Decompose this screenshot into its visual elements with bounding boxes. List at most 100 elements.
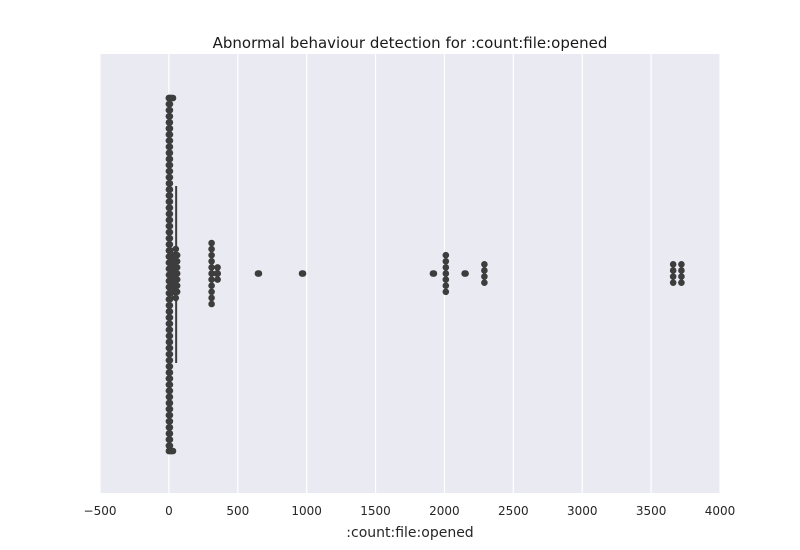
data-point xyxy=(166,137,174,144)
data-points xyxy=(165,94,685,455)
data-point xyxy=(208,258,215,265)
data-point xyxy=(166,186,174,193)
data-point xyxy=(678,261,685,268)
data-point xyxy=(166,100,174,108)
data-point xyxy=(678,273,685,280)
x-tick-label: 500 xyxy=(226,504,249,518)
data-point xyxy=(166,167,174,175)
x-axis-label: :count:file:opened xyxy=(346,525,473,541)
data-point xyxy=(166,192,174,199)
data-point xyxy=(166,430,174,437)
data-point xyxy=(166,399,174,407)
data-point xyxy=(166,405,174,413)
data-point xyxy=(166,235,174,242)
data-point xyxy=(208,294,215,302)
data-point xyxy=(208,282,215,290)
data-point xyxy=(166,320,174,328)
data-point xyxy=(214,270,221,277)
data-point xyxy=(442,276,450,283)
data-point xyxy=(442,288,450,296)
data-point xyxy=(678,279,685,286)
chart-title: Abnormal behaviour detection for :count:… xyxy=(213,34,608,52)
data-point xyxy=(166,326,174,334)
data-point xyxy=(166,332,174,340)
data-point xyxy=(166,411,174,419)
box-plot xyxy=(168,186,178,363)
x-tick-label: 3000 xyxy=(567,504,598,518)
data-point xyxy=(299,270,307,277)
data-point xyxy=(166,143,174,151)
data-point xyxy=(166,424,174,431)
data-point xyxy=(166,314,174,321)
data-point xyxy=(166,393,174,401)
data-point xyxy=(481,273,488,280)
data-point xyxy=(166,216,174,224)
data-point xyxy=(166,125,174,132)
data-point xyxy=(169,447,177,455)
plot-background xyxy=(100,54,720,493)
data-point xyxy=(442,282,450,290)
data-point xyxy=(166,161,174,169)
data-point xyxy=(166,180,174,187)
data-point xyxy=(208,251,215,259)
data-point xyxy=(166,155,174,163)
data-point xyxy=(166,375,174,382)
x-tick-label: 4000 xyxy=(705,504,736,518)
data-point xyxy=(166,369,174,376)
data-point xyxy=(166,381,174,389)
data-point xyxy=(166,113,174,120)
data-point xyxy=(166,174,174,181)
data-point xyxy=(442,264,450,271)
data-point xyxy=(481,267,488,274)
data-point xyxy=(208,245,215,253)
data-point xyxy=(166,387,174,395)
x-tick-label: 2000 xyxy=(429,504,460,518)
data-point xyxy=(208,288,215,296)
data-point xyxy=(669,273,677,280)
x-tick-label: −500 xyxy=(84,504,117,518)
data-point xyxy=(166,344,174,352)
data-point xyxy=(214,264,221,271)
data-point xyxy=(442,270,450,277)
data-point xyxy=(166,308,174,315)
data-point xyxy=(166,222,174,230)
data-point xyxy=(481,279,488,286)
data-point xyxy=(430,270,438,277)
data-point xyxy=(442,258,450,265)
data-point xyxy=(166,131,174,138)
data-point xyxy=(166,149,174,157)
x-tick-label: 1500 xyxy=(360,504,391,518)
data-point xyxy=(169,94,177,102)
data-point xyxy=(166,241,174,248)
data-point xyxy=(166,350,174,358)
x-tick-label: 1000 xyxy=(291,504,322,518)
data-point xyxy=(214,276,221,283)
data-point xyxy=(669,261,677,268)
data-point xyxy=(208,300,215,308)
x-tick-label: 0 xyxy=(165,504,173,518)
x-tick-label: 3500 xyxy=(636,504,667,518)
data-point xyxy=(166,302,174,309)
data-point xyxy=(462,270,469,277)
data-point xyxy=(166,418,174,425)
data-point xyxy=(166,119,174,126)
data-point xyxy=(166,296,174,303)
data-point xyxy=(166,204,174,212)
data-point xyxy=(208,264,215,271)
x-tick-label: 2500 xyxy=(498,504,529,518)
data-point xyxy=(166,198,174,205)
data-point xyxy=(208,276,215,283)
data-point xyxy=(669,279,677,286)
data-point xyxy=(166,363,174,370)
data-point xyxy=(166,436,174,443)
data-point xyxy=(208,270,215,277)
data-point xyxy=(166,357,174,364)
data-point xyxy=(166,228,174,236)
data-point xyxy=(166,106,174,114)
data-point xyxy=(208,239,215,247)
data-point xyxy=(481,261,488,268)
data-point xyxy=(255,270,263,277)
data-point xyxy=(166,210,174,218)
data-point xyxy=(442,251,450,259)
